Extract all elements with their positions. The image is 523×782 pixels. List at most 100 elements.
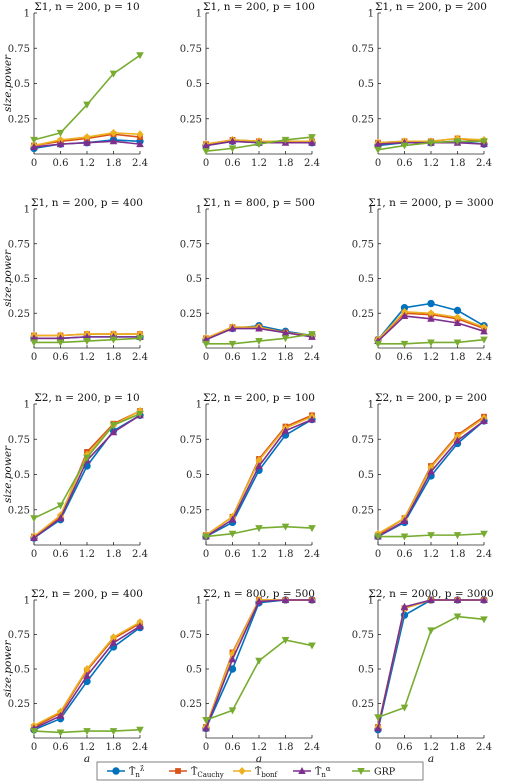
data-point (228, 145, 237, 153)
series-line (33, 414, 141, 539)
data-point (308, 642, 316, 650)
data-point (255, 597, 263, 605)
data-point (255, 462, 263, 470)
x-tick-label: 1.2 (251, 352, 267, 363)
data-point (56, 140, 65, 148)
series-line (377, 599, 484, 730)
y-tick-label: 1 (196, 9, 202, 20)
panel-12: 0 0.6 1.2 1.8 2.4 0.25 0.5 0.75 1Σ2, n = 2000, p… (352, 588, 494, 765)
data-point (374, 533, 382, 541)
data-point (453, 596, 462, 603)
data-point (56, 729, 65, 737)
x-tick-label: 2.4 (476, 742, 492, 753)
data-point (228, 137, 237, 145)
data-point (281, 596, 290, 603)
panel-title: Σ2, n = 200, p = 100 (203, 392, 315, 404)
data-point (56, 514, 65, 522)
x-tick-label: 2.4 (476, 549, 492, 560)
legend-marker (238, 767, 246, 775)
y-tick-label: 0.75 (352, 435, 374, 446)
legend-label-main: T̂ (129, 766, 136, 778)
x-tick-label: 1.8 (106, 742, 122, 753)
y-tick-label: 0.25 (180, 114, 202, 125)
x-tick-label: 0 (203, 549, 209, 560)
data-point (136, 622, 144, 630)
data-point (281, 335, 290, 343)
data-point (136, 726, 144, 734)
legend-label-superscript: α (326, 765, 331, 773)
data-point (480, 327, 488, 335)
x-tick-label: 0 (203, 352, 209, 363)
data-point (136, 140, 144, 148)
data-point (480, 596, 488, 603)
x-tick-label: 0 (203, 742, 209, 753)
panel-title: Σ1, n = 2000, p = 3000 (368, 197, 493, 209)
legend: T̂nλ̂ T̂Cauchy T̂bonf T̂nα GRP (96, 761, 424, 781)
panel-title: Σ2, n = 200, p = 200 (375, 392, 487, 404)
x-tick-label: 2.4 (304, 742, 320, 753)
panel-title: Σ1, n = 200, p = 400 (31, 197, 143, 209)
data-point (109, 137, 118, 145)
data-point (136, 618, 144, 627)
data-point (308, 525, 316, 533)
y-tick-label: 1 (24, 400, 30, 411)
legend-label-subscript: n (135, 771, 140, 779)
data-point (374, 340, 382, 348)
y-tick-label: 0.5 (186, 274, 202, 285)
y-tick-label: 1 (196, 596, 202, 607)
data-point (480, 138, 488, 146)
data-point (427, 299, 435, 308)
data-point (308, 138, 316, 146)
legend-label: T̂bonf (255, 766, 279, 779)
x-tick-label: 0.6 (225, 742, 241, 753)
panel-title: Σ2, n = 2000, p = 3000 (368, 588, 493, 600)
x-tick-label: 2.4 (304, 549, 320, 560)
x-tick-label: 0.6 (53, 158, 69, 169)
data-point (480, 530, 488, 538)
data-point (30, 533, 38, 541)
data-point (136, 52, 144, 60)
data-point (281, 426, 290, 434)
panel-title: Σ1, n = 200, p = 100 (203, 1, 315, 13)
x-tick-label: 1.2 (423, 742, 439, 753)
data-point (109, 633, 118, 642)
series-line (33, 410, 141, 538)
data-point (202, 340, 210, 348)
y-tick-label: 0.5 (358, 274, 374, 285)
data-point (453, 138, 462, 146)
legend-label: T̂nα (315, 765, 331, 779)
legend-label-subscript: bonf (261, 771, 278, 779)
x-tick-label: 0.6 (397, 352, 413, 363)
y-tick-label: 0.25 (352, 309, 374, 320)
legend-box (96, 761, 424, 781)
x-tick-label: 0 (375, 549, 381, 560)
legend-marker (112, 767, 120, 775)
y-tick-label: 0.75 (352, 630, 374, 641)
y-tick-label: 0.25 (180, 505, 202, 516)
x-tick-label: 0 (31, 352, 37, 363)
y-tick-label: 1 (196, 205, 202, 216)
data-point (453, 306, 462, 315)
y-tick-label: 0.75 (8, 44, 30, 55)
data-point (255, 324, 263, 332)
data-point (400, 340, 409, 348)
y-tick-label: 0.5 (358, 470, 374, 481)
data-point (136, 130, 144, 139)
y-tick-label: 0.25 (180, 699, 202, 710)
panel-2: 0 0.6 1.2 1.8 2.4 0.25 0.5 0.75 1Σ1, n = 200, p … (180, 1, 320, 169)
x-tick-label: 1.2 (251, 549, 267, 560)
data-point (56, 711, 65, 719)
panel-title: Σ1, n = 200, p = 200 (375, 1, 487, 13)
y-tick-label: 0.75 (180, 44, 202, 55)
y-axis-label: size.power (2, 445, 14, 503)
data-point (400, 533, 409, 541)
y-tick-label: 0.5 (186, 665, 202, 676)
y-tick-label: 0.25 (8, 505, 30, 516)
panel-6: 0 0.6 1.2 1.8 2.4 0.25 0.5 0.75 1Σ1, n = 2000, p… (352, 197, 494, 363)
x-tick-label: 0 (375, 158, 381, 169)
panel-8: 0 0.6 1.2 1.8 2.4 0.25 0.5 0.75 1Σ2, n = 200, p … (180, 392, 320, 560)
panel-1: 0 0.6 1.2 1.8 2.4 0.25 0.5 0.75 1 Σ1, n = 200, p … (2, 1, 148, 169)
series-line (205, 414, 313, 536)
x-tick-label: 0.6 (225, 549, 241, 560)
